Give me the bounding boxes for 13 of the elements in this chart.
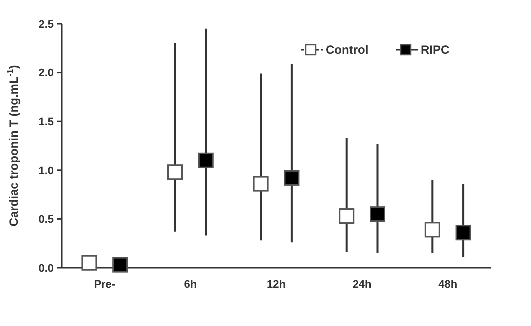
x-tick-label: Pre- [94,279,116,291]
legend-label: Control [326,43,369,58]
x-tick-label: 6h [184,279,198,291]
y-tick-label: 0.0 [38,262,54,275]
y-tick-label: 2.5 [38,18,54,31]
y-tick-label: 2.0 [38,68,54,80]
y-tick-label: 0.5 [38,214,54,226]
x-tick-label: 24h [352,279,372,291]
x-tick-label: 48h [438,279,458,291]
y-tick-label: 1.5 [38,116,54,128]
legend-label: RIPC [421,43,450,58]
y-tick-label: 1.0 [38,165,54,178]
x-tick-label: 12h [267,279,286,291]
